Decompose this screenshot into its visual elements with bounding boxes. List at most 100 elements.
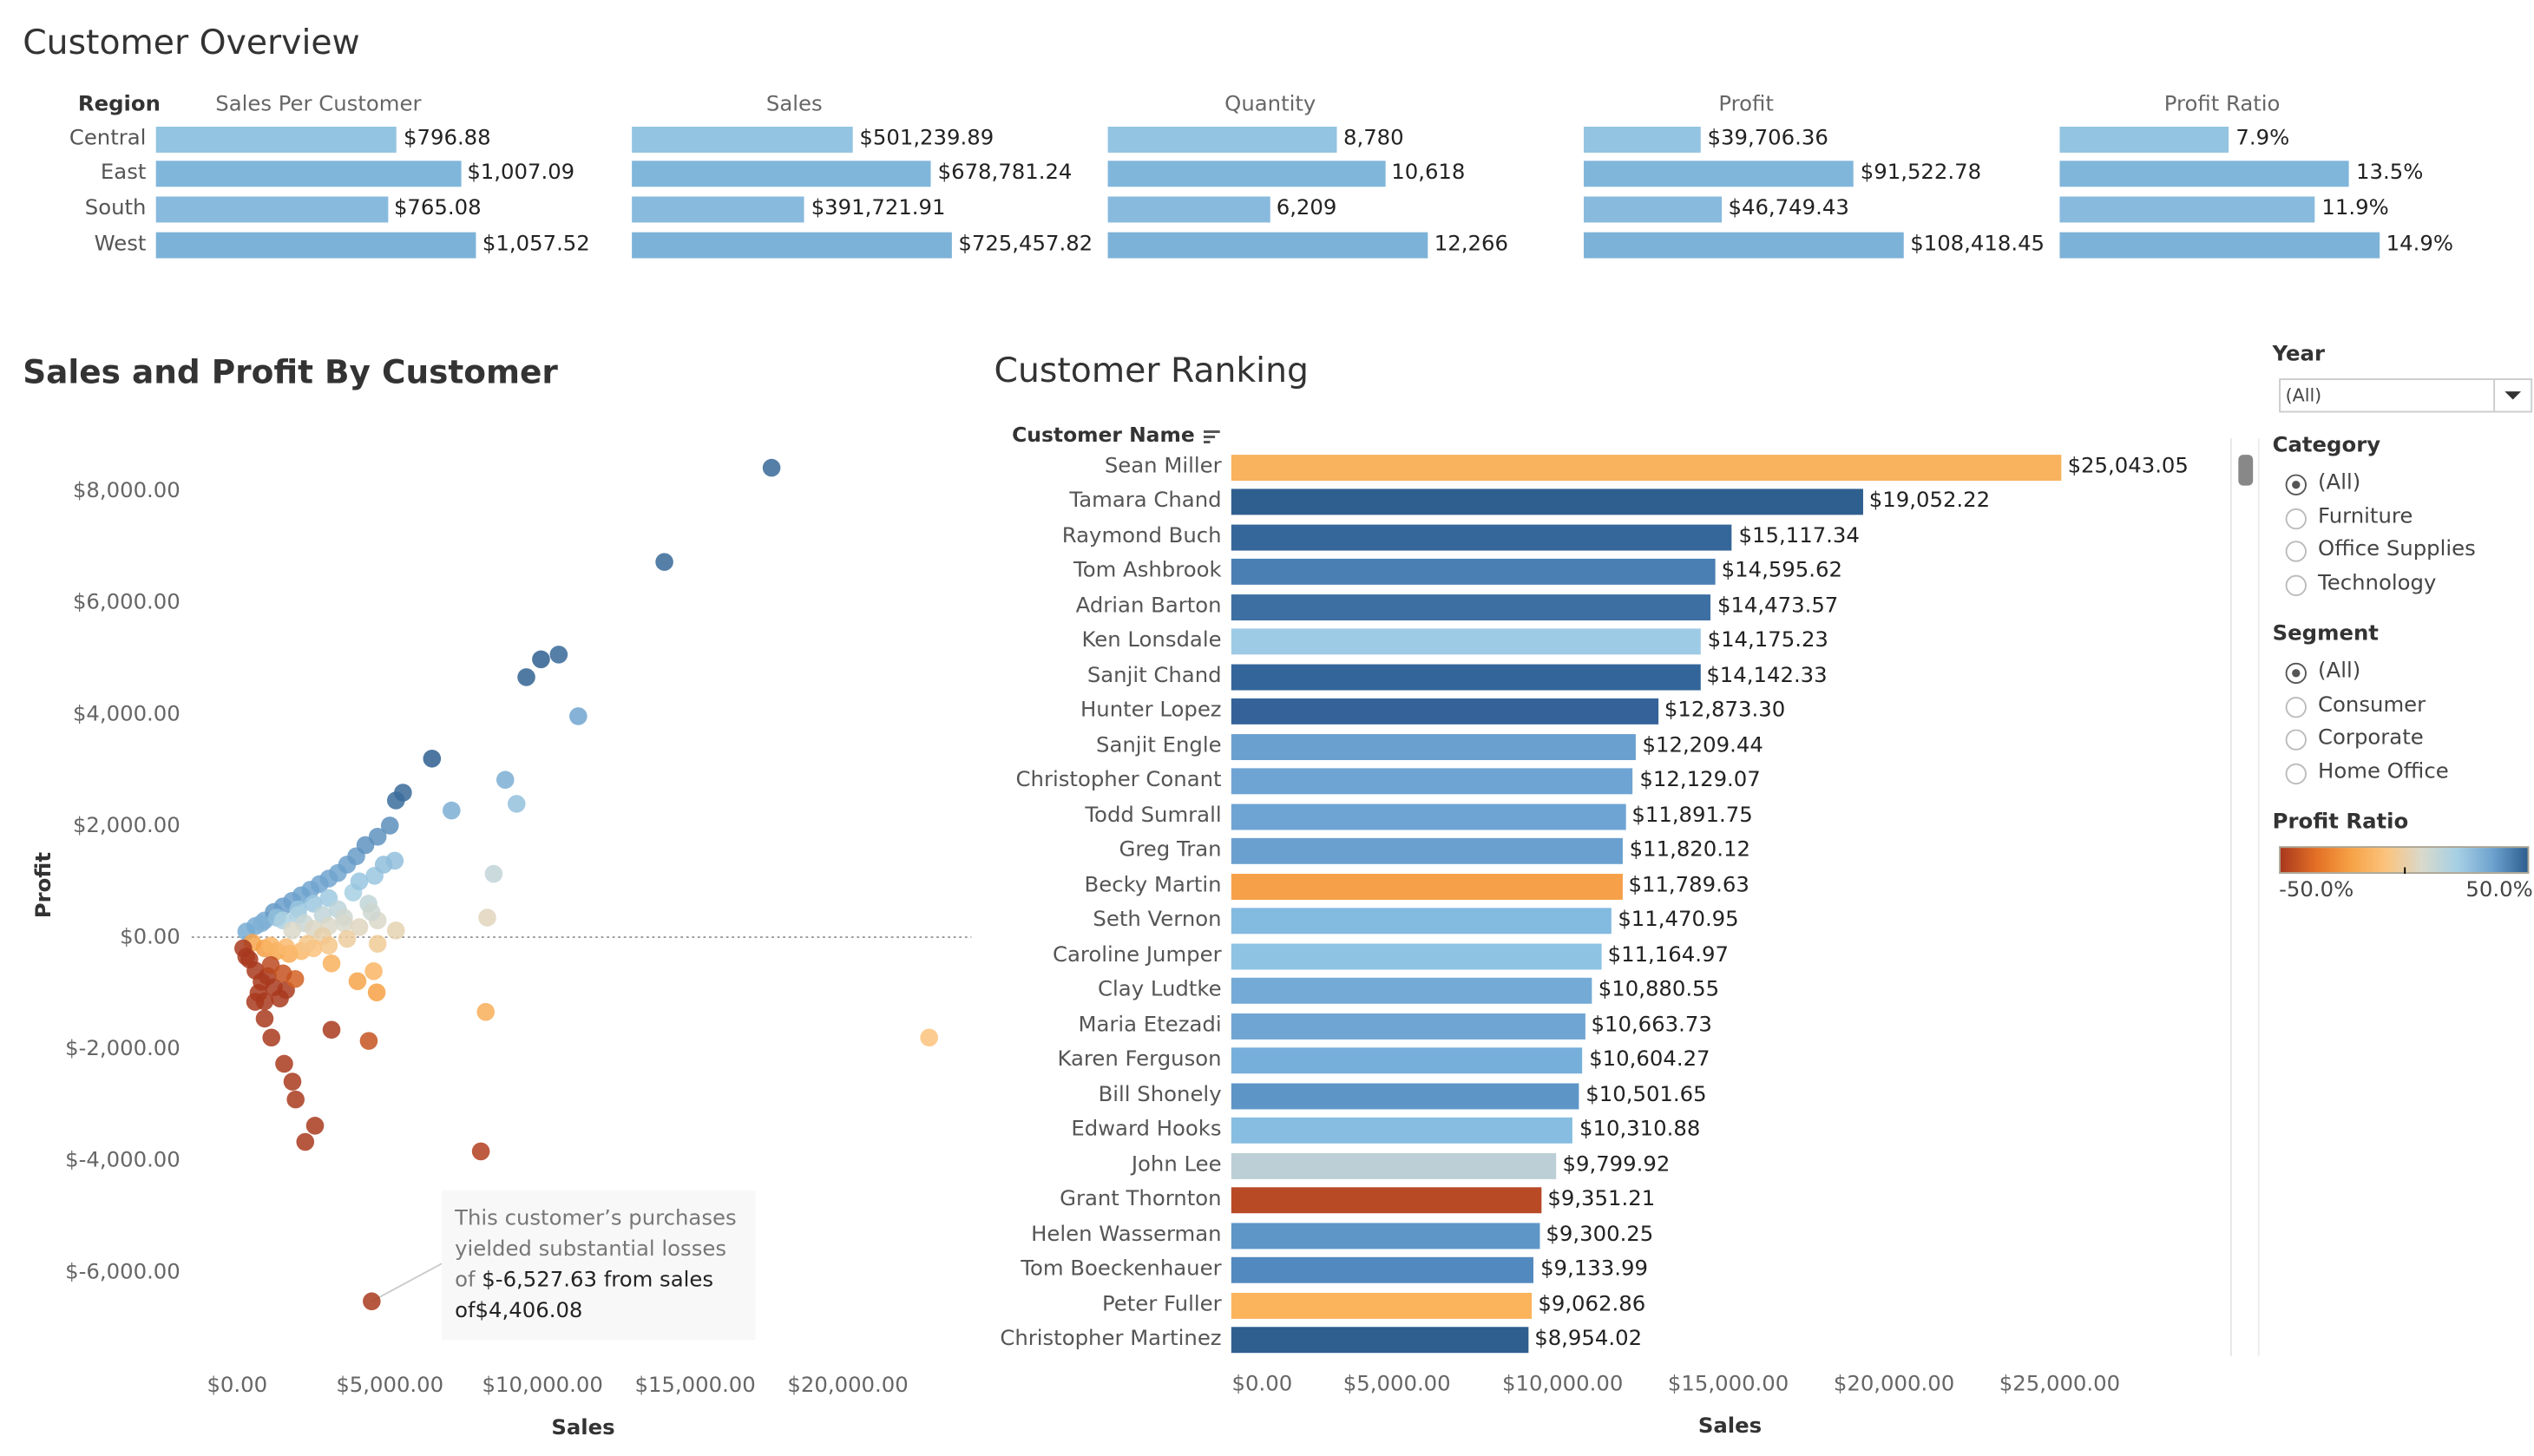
scatter-point[interactable]: [367, 983, 386, 1001]
scatter-point[interactable]: [359, 1032, 378, 1050]
scatter-point[interactable]: [496, 771, 515, 790]
customer-name-label[interactable]: Tom Ashbrook: [1073, 559, 1222, 584]
customer-name-label[interactable]: Sanjit Engle: [1096, 733, 1222, 758]
customer-name-label[interactable]: Grant Thornton: [1060, 1187, 1222, 1212]
customer-name-label[interactable]: Maria Etezadi: [1078, 1013, 1222, 1038]
segment-radio-corporate[interactable]: [2285, 729, 2307, 751]
customer-name-label[interactable]: Tom Boeckenhauer: [1021, 1256, 1222, 1282]
customer-sales-bar[interactable]: [1231, 733, 1637, 760]
customer-name-label[interactable]: Edward Hooks: [1071, 1118, 1222, 1143]
scatter-point[interactable]: [549, 646, 568, 664]
radio-option-label[interactable]: Corporate: [2318, 725, 2424, 751]
customer-name-label[interactable]: Adrian Barton: [1075, 594, 1222, 619]
scatter-point[interactable]: [364, 961, 383, 981]
customer-sales-bar[interactable]: [1231, 698, 1658, 725]
scatter-point[interactable]: [380, 817, 399, 835]
scatter-point[interactable]: [386, 921, 405, 940]
customer-sales-bar[interactable]: [1231, 594, 1711, 620]
customer-sales-bar[interactable]: [1231, 768, 1633, 795]
scatter-point[interactable]: [386, 791, 405, 810]
customer-name-label[interactable]: Sanjit Chand: [1086, 664, 1222, 689]
scatter-point[interactable]: [319, 936, 338, 954]
scatter-point[interactable]: [322, 954, 341, 973]
scatter-point[interactable]: [305, 1117, 325, 1135]
customer-sales-bar[interactable]: [1231, 978, 1592, 1005]
segment-radio-all[interactable]: [2285, 662, 2307, 685]
category-radio-furniture[interactable]: [2285, 507, 2307, 529]
scatter-point[interactable]: [478, 908, 496, 927]
customer-sales-bar[interactable]: [1231, 1187, 1541, 1214]
customer-sales-bar[interactable]: [1231, 1256, 1534, 1283]
scatter-point[interactable]: [762, 458, 781, 477]
customer-sales-bar[interactable]: [1231, 489, 1863, 516]
segment-radio-home-office[interactable]: [2285, 762, 2307, 784]
year-dropdown[interactable]: (All): [2279, 378, 2533, 413]
scatter-point[interactable]: [237, 948, 256, 966]
scatter-point[interactable]: [569, 707, 588, 725]
scatter-point[interactable]: [298, 935, 317, 954]
ranking-scrollbar-thumb[interactable]: [2238, 455, 2254, 486]
chevron-down-icon[interactable]: [2493, 380, 2531, 411]
customer-sales-bar[interactable]: [1231, 1082, 1579, 1109]
customer-name-header[interactable]: Customer Name: [1012, 423, 1221, 447]
scatter-point[interactable]: [348, 972, 367, 991]
category-radio-office-supplies[interactable]: [2285, 541, 2307, 562]
scatter-point[interactable]: [471, 1142, 490, 1161]
customer-name-label[interactable]: Raymond Buch: [1061, 524, 1222, 549]
customer-name-label[interactable]: Greg Tran: [1119, 838, 1222, 863]
customer-sales-bar[interactable]: [1231, 1152, 1557, 1179]
scatter-point[interactable]: [368, 935, 387, 954]
customer-name-label[interactable]: Seth Vernon: [1093, 908, 1222, 933]
customer-sales-bar[interactable]: [1231, 908, 1612, 935]
customer-name-label[interactable]: Peter Fuller: [1101, 1292, 1222, 1317]
scatter-point[interactable]: [374, 856, 393, 874]
customer-sales-bar[interactable]: [1231, 1118, 1573, 1144]
scatter-point[interactable]: [338, 929, 357, 948]
customer-sales-bar[interactable]: [1231, 942, 1602, 969]
customer-name-label[interactable]: Caroline Jumper: [1052, 942, 1222, 968]
scatter-point[interactable]: [253, 914, 271, 933]
customer-name-label[interactable]: Ken Lonsdale: [1081, 629, 1222, 654]
scatter-point[interactable]: [286, 1090, 305, 1109]
customer-name-label[interactable]: Bill Shonely: [1098, 1082, 1222, 1107]
scatter-point[interactable]: [362, 902, 381, 921]
scatter-point[interactable]: [484, 864, 503, 883]
scatter-point[interactable]: [443, 801, 461, 820]
scatter-point[interactable]: [335, 914, 353, 933]
customer-sales-bar[interactable]: [1231, 803, 1625, 830]
sort-descending-icon[interactable]: [1202, 428, 1221, 444]
scatter-point[interactable]: [363, 1292, 381, 1311]
customer-sales-bar[interactable]: [1231, 1222, 1539, 1249]
scatter-point[interactable]: [532, 650, 550, 669]
scatter-point[interactable]: [261, 936, 280, 954]
customer-name-label[interactable]: Hunter Lopez: [1080, 698, 1222, 724]
scatter-point[interactable]: [283, 921, 301, 940]
customer-name-label[interactable]: Christopher Conant: [1015, 768, 1222, 794]
category-radio-all[interactable]: [2285, 474, 2307, 495]
radio-option-label[interactable]: (All): [2318, 659, 2361, 685]
customer-name-label[interactable]: John Lee: [1131, 1152, 1222, 1177]
radio-option-label[interactable]: Furniture: [2318, 504, 2413, 529]
customer-name-label[interactable]: Sean Miller: [1104, 455, 1222, 480]
customer-sales-bar[interactable]: [1231, 664, 1700, 691]
radio-option-label[interactable]: Consumer: [2318, 692, 2426, 718]
scatter-point[interactable]: [655, 553, 673, 571]
customer-sales-bar[interactable]: [1231, 559, 1716, 586]
customer-sales-bar[interactable]: [1231, 455, 2062, 482]
scatter-point[interactable]: [350, 918, 369, 936]
radio-option-label[interactable]: Home Office: [2318, 759, 2449, 784]
scatter-point[interactable]: [262, 1028, 280, 1047]
customer-sales-bar[interactable]: [1231, 524, 1733, 551]
customer-name-label[interactable]: Becky Martin: [1084, 873, 1222, 898]
scatter-point[interactable]: [255, 1009, 274, 1028]
scatter-point[interactable]: [275, 1054, 293, 1073]
customer-name-label[interactable]: Clay Ludtke: [1098, 978, 1222, 1003]
radio-option-label[interactable]: Office Supplies: [2318, 537, 2476, 562]
scatter-point[interactable]: [322, 1020, 341, 1040]
customer-name-label[interactable]: Tamara Chand: [1069, 489, 1222, 515]
customer-sales-bar[interactable]: [1231, 1327, 1528, 1354]
scatter-point[interactable]: [517, 668, 535, 686]
scatter-point[interactable]: [368, 828, 387, 846]
customer-name-label[interactable]: Todd Sumrall: [1085, 803, 1222, 829]
radio-option-label[interactable]: Technology: [2318, 570, 2437, 596]
